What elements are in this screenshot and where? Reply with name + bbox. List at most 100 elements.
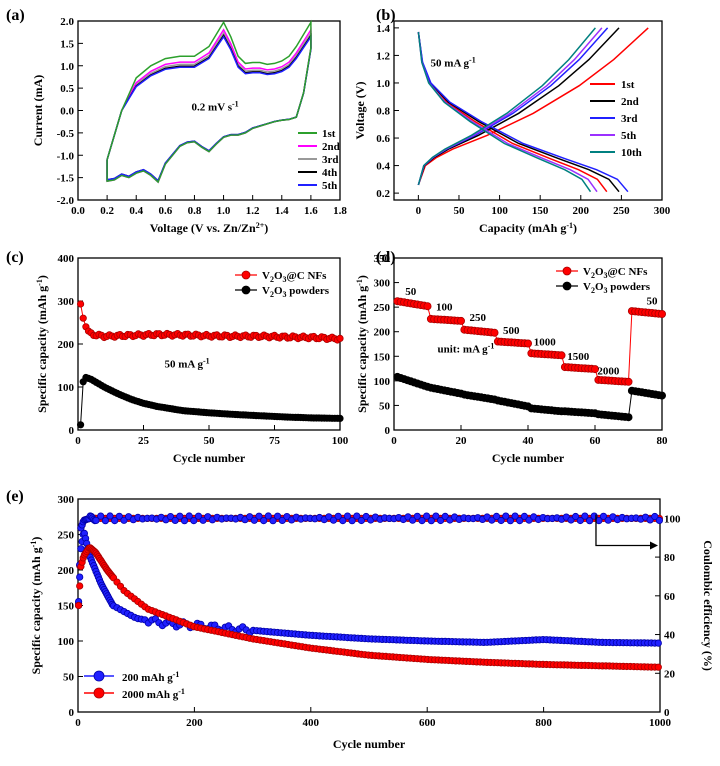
rate-current-label-0: 50 [405,286,417,298]
cv-legend-label-5th: 5th [322,180,337,192]
rate-point-1-70 [624,413,633,422]
long-eff-point-0-167 [171,516,179,525]
rate-current-label-4: 1000 [534,336,557,348]
long-y-tick-label: 250 [58,530,75,542]
long-eff-point-0-207 [194,512,203,520]
long-y-axis-title: Specific capacity (mAh g-1​) [29,537,43,675]
rate-point-0-70 [624,377,633,386]
long-eff-point-0-991 [651,512,659,521]
rate-y-tick-label: 300 [374,278,391,290]
gcd-x-tick-label: 150 [532,205,549,217]
cv-y-tick-label: -0.5 [57,128,75,140]
long-y-tick-label: 200 [58,565,75,577]
long-y2-tick-label: 20 [664,668,676,680]
cv-y-tick-label: -1.5 [57,173,75,185]
rate-point-1-80 [658,391,667,400]
gcd-annotation: 50 mA g-1​ [431,55,476,69]
gcd-x-tick-label: 300 [654,205,671,217]
rate-current-label-1: 100 [436,302,453,314]
rate-point-0-10 [423,302,432,311]
cv-y-tick-label: -1.0 [57,150,75,162]
long-cap-point-1-997 [654,663,662,671]
long-eff-point-0-327 [264,512,272,520]
cyc-x-tick-label: 100 [332,435,349,447]
long-eff-point-0-439 [329,516,338,524]
long-eff-point-0-879 [585,517,594,525]
long-eff-point-0-615 [432,512,440,520]
rate-y-tick-label: 200 [374,327,391,339]
long-y2-axis-title: Coulombic efficiency (%) [701,540,715,671]
long-eff-point-0-575 [408,516,417,524]
cyc-y-tick-label: 100 [58,382,75,394]
long-eff-point-0-175 [176,512,184,520]
cyc-y-axis-title: Specific capacity (mAh g-1​) [35,275,49,413]
rate-y-tick-label: 50 [379,400,391,412]
gcd-x-tick-label: 200 [573,205,590,217]
long-eff-point-0-319 [260,516,268,525]
rate-point-0-20 [456,316,465,325]
long-cap-point-0-997 [654,639,662,647]
long-eff-point-0-215 [199,516,207,524]
long-eff-point-0-447 [334,512,342,520]
cyc-legend-label-1: V2​O3​ powders [262,285,330,299]
gcd-charge-curve-3rd [417,27,609,186]
cv-x-tick-label: 0.2 [100,205,114,217]
cv-legend-label-2nd: 2nd [322,141,340,153]
long-eff-point-0-719 [492,512,501,521]
long-eff-point-0-343 [273,512,282,520]
gcd-panel-label: (b) [376,7,396,24]
cv-x-tick-label: 1.8 [333,205,347,217]
long-eff-point-0-471 [348,517,356,525]
gcd-x-tick-label: 50 [453,205,465,217]
long-eff-point-0-903 [599,512,608,520]
cyc-annotation: 50 mA g-1​ [164,357,209,371]
rate-current-label-7: 50 [646,296,658,308]
cyc-point-1-100 [336,414,344,422]
gcd-charge-curve-10th [417,27,596,186]
cv-panel-label: (a) [6,7,25,24]
long-panel-label: (e) [6,488,24,505]
long-eff-point-0-999 [655,516,664,525]
rate-legend-marker-0 [562,266,572,276]
gcd-x-axis-title: Capacity (mAh g-1​) [479,221,577,235]
cyc-point-0-2 [79,314,87,322]
svg-text:Current (mA): Current (mA) [31,75,45,146]
long-x-axis-title: Cycle number [333,737,406,751]
gcd-y-tick-label: 0.4 [376,161,390,173]
long-legend-label-0: 200 mAh g-1​ [122,670,179,684]
cv-y-axis-title: Current (mA) [31,75,45,146]
cv-x-tick-label: 1.6 [304,205,318,217]
cyc-x-axis-title: Cycle number [173,451,246,465]
long-eff-point-0-351 [278,516,286,525]
long-y-tick-label: 150 [58,601,75,613]
cv-x-tick-label: 1.0 [217,205,231,217]
rate-x-tick-label: 80 [657,435,669,447]
cyc-x-tick-label: 0 [75,435,81,447]
cv-x-tick-label: 0.0 [71,205,85,217]
rate-point-0-80 [658,309,667,318]
gcd-y-tick-label: 1.2 [376,50,390,62]
long-cap-point-1-3 [76,582,84,590]
rate-x-axis-title: Cycle number [492,451,565,465]
cyc-point-0-100 [336,334,344,342]
long-eff-point-0-159 [166,512,175,521]
long-eff-point-0-607 [427,517,435,525]
cv-curve-1st [106,19,312,184]
gcd-y-tick-label: 0.2 [376,188,390,200]
long-eff-point-0-303 [250,516,258,524]
gcd-legend-label-5th: 5th [621,130,636,142]
long-y-tick-label: 50 [63,672,75,684]
long-eff-point-0-863 [576,516,584,525]
cyc-y-tick-label: 300 [58,296,75,308]
rate-panel-label: (d) [376,249,396,266]
long-eff-point-0-71 [115,512,123,520]
cv-y-tick-label: -2.0 [57,195,75,207]
long-legend-label-1: 2000 mAh g-1​ [122,687,185,701]
long-eff-point-0-79 [120,516,128,524]
long-eff-point-0-47 [101,517,110,525]
long-eff-point-0-727 [497,516,505,525]
cyc-legend-label-0: V2​O3​@C NFs [262,270,327,284]
long-eff-point-0-743 [506,517,514,525]
long-eff-point-0-767 [520,512,529,521]
